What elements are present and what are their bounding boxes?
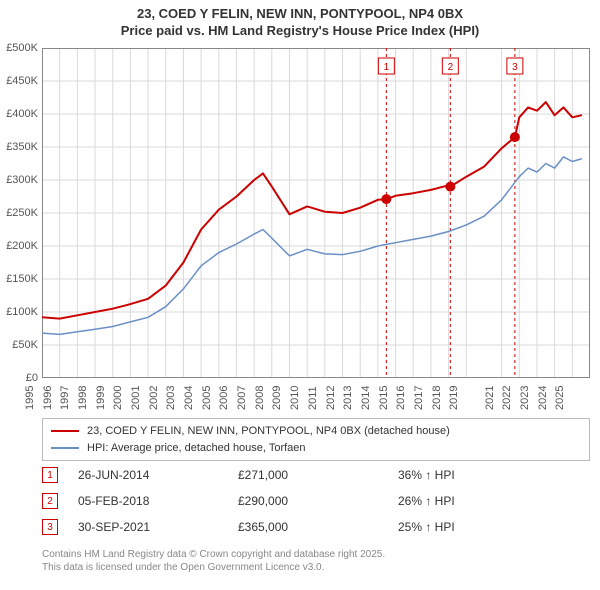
x-tick-label: 2022 [501, 386, 513, 410]
y-tick-label: £150K [6, 273, 38, 285]
y-tick-label: £500K [6, 42, 38, 54]
tx-pct: 25% ↑ HPI [398, 520, 558, 534]
x-tick-label: 2003 [165, 386, 177, 410]
x-tick-label: 2009 [271, 386, 283, 410]
svg-text:3: 3 [512, 62, 518, 73]
x-tick-label: 2023 [519, 386, 531, 410]
tx-pct: 36% ↑ HPI [398, 468, 558, 482]
tx-date: 30-SEP-2021 [78, 520, 238, 534]
x-tick-label: 2021 [484, 386, 496, 410]
table-row: 2 05-FEB-2018 £290,000 26% ↑ HPI [42, 488, 590, 514]
tx-price: £290,000 [238, 494, 398, 508]
title-line-1: 23, COED Y FELIN, NEW INN, PONTYPOOL, NP… [0, 6, 600, 23]
x-tick-label: 2006 [218, 386, 230, 410]
legend-label: 23, COED Y FELIN, NEW INN, PONTYPOOL, NP… [87, 423, 450, 440]
x-tick-label: 2016 [395, 386, 407, 410]
legend-item: HPI: Average price, detached house, Torf… [51, 440, 581, 457]
table-row: 3 30-SEP-2021 £365,000 25% ↑ HPI [42, 514, 590, 540]
x-tick-label: 2025 [554, 386, 566, 410]
legend: 23, COED Y FELIN, NEW INN, PONTYPOOL, NP… [42, 418, 590, 461]
legend-label: HPI: Average price, detached house, Torf… [87, 440, 306, 457]
chart-title: 23, COED Y FELIN, NEW INN, PONTYPOOL, NP… [0, 0, 600, 40]
y-tick-label: £300K [6, 174, 38, 186]
chart-area: 123 £0£50K£100K£150K£200K£250K£300K£350K… [42, 48, 590, 408]
transactions-table: 1 26-JUN-2014 £271,000 36% ↑ HPI 2 05-FE… [42, 462, 590, 540]
x-tick-label: 1996 [42, 386, 54, 410]
x-tick-label: 2024 [537, 386, 549, 410]
tx-price: £271,000 [238, 468, 398, 482]
tx-pct: 26% ↑ HPI [398, 494, 558, 508]
attribution-line: Contains HM Land Registry data © Crown c… [42, 548, 590, 561]
x-tick-label: 1997 [59, 386, 71, 410]
y-tick-label: £50K [12, 339, 38, 351]
tx-badge: 2 [42, 493, 58, 509]
legend-swatch [51, 447, 79, 449]
tx-price: £365,000 [238, 520, 398, 534]
x-tick-label: 2005 [201, 386, 213, 410]
y-tick-label: £400K [6, 108, 38, 120]
tx-badge: 1 [42, 467, 58, 483]
title-line-2: Price paid vs. HM Land Registry's House … [0, 23, 600, 40]
x-tick-label: 2001 [130, 386, 142, 410]
y-tick-label: £100K [6, 306, 38, 318]
attribution: Contains HM Land Registry data © Crown c… [42, 548, 590, 574]
x-tick-label: 2000 [112, 386, 124, 410]
x-tick-label: 2019 [448, 386, 460, 410]
y-tick-label: £350K [6, 141, 38, 153]
x-tick-label: 2004 [183, 386, 195, 410]
tx-date: 26-JUN-2014 [78, 468, 238, 482]
x-tick-label: 2015 [378, 386, 390, 410]
y-tick-label: £450K [6, 75, 38, 87]
attribution-line: This data is licensed under the Open Gov… [42, 561, 590, 574]
chart-svg: 1 2 3 [42, 48, 590, 378]
svg-text:1: 1 [384, 62, 390, 73]
x-tick-label: 1998 [77, 386, 89, 410]
legend-item: 23, COED Y FELIN, NEW INN, PONTYPOOL, NP… [51, 423, 581, 440]
x-tick-label: 2010 [289, 386, 301, 410]
x-tick-label: 2012 [325, 386, 337, 410]
x-tick-label: 2013 [342, 386, 354, 410]
y-tick-label: £0 [26, 372, 38, 384]
x-tick-label: 2017 [413, 386, 425, 410]
tx-date: 05-FEB-2018 [78, 494, 238, 508]
x-tick-label: 2018 [431, 386, 443, 410]
legend-swatch [51, 430, 79, 432]
tx-badge: 3 [42, 519, 58, 535]
svg-text:2: 2 [448, 62, 454, 73]
y-tick-label: £200K [6, 240, 38, 252]
x-tick-label: 2011 [307, 386, 319, 410]
x-tick-label: 2014 [360, 386, 372, 410]
x-tick-label: 2007 [236, 386, 248, 410]
table-row: 1 26-JUN-2014 £271,000 36% ↑ HPI [42, 462, 590, 488]
x-tick-label: 2008 [254, 386, 266, 410]
x-tick-label: 2002 [148, 386, 160, 410]
y-tick-label: £250K [6, 207, 38, 219]
x-tick-label: 1995 [24, 386, 36, 410]
x-tick-label: 1999 [95, 386, 107, 410]
